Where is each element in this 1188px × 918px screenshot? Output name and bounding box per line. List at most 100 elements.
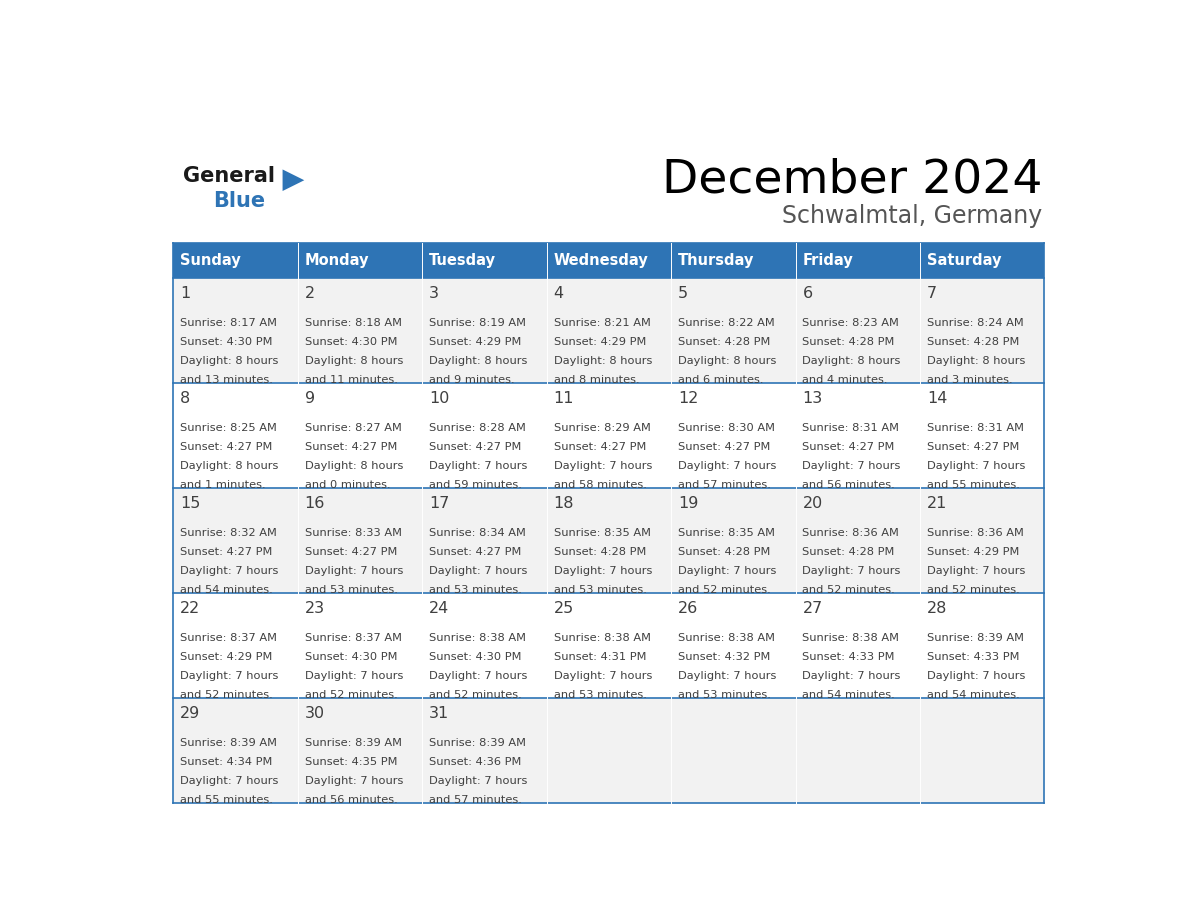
Text: Sunset: 4:29 PM: Sunset: 4:29 PM: [181, 652, 273, 662]
Bar: [796, 278, 920, 383]
Text: Sunrise: 8:32 AM: Sunrise: 8:32 AM: [181, 528, 277, 538]
Text: 24: 24: [429, 600, 449, 616]
Text: Sunrise: 8:39 AM: Sunrise: 8:39 AM: [429, 738, 526, 748]
Bar: [546, 698, 671, 803]
Text: 5: 5: [678, 285, 688, 301]
Text: Daylight: 7 hours: Daylight: 7 hours: [678, 461, 777, 471]
Text: and 53 minutes.: and 53 minutes.: [678, 689, 771, 700]
Text: and 1 minutes.: and 1 minutes.: [181, 480, 266, 489]
Text: Daylight: 7 hours: Daylight: 7 hours: [554, 565, 652, 576]
Text: 10: 10: [429, 391, 449, 406]
Text: 29: 29: [181, 706, 201, 721]
Text: Schwalmtal, Germany: Schwalmtal, Germany: [782, 204, 1042, 228]
Text: 1: 1: [181, 285, 190, 301]
Text: Sunrise: 8:25 AM: Sunrise: 8:25 AM: [181, 423, 277, 433]
Text: Sunset: 4:28 PM: Sunset: 4:28 PM: [802, 547, 895, 557]
Bar: [298, 698, 422, 803]
Text: Sunset: 4:28 PM: Sunset: 4:28 PM: [678, 547, 771, 557]
Bar: [173, 242, 298, 278]
Bar: [671, 242, 796, 278]
Text: Daylight: 7 hours: Daylight: 7 hours: [304, 776, 403, 786]
Text: and 0 minutes.: and 0 minutes.: [304, 480, 391, 489]
Bar: [920, 383, 1044, 488]
Text: 30: 30: [304, 706, 324, 721]
Text: Sunset: 4:33 PM: Sunset: 4:33 PM: [927, 652, 1019, 662]
Text: Daylight: 8 hours: Daylight: 8 hours: [304, 461, 403, 471]
Text: Daylight: 7 hours: Daylight: 7 hours: [181, 565, 279, 576]
Text: Saturday: Saturday: [927, 252, 1001, 268]
Text: Daylight: 7 hours: Daylight: 7 hours: [802, 671, 901, 681]
Text: Daylight: 8 hours: Daylight: 8 hours: [181, 356, 279, 365]
Text: Sunrise: 8:34 AM: Sunrise: 8:34 AM: [429, 528, 526, 538]
Text: 26: 26: [678, 600, 699, 616]
Text: 23: 23: [304, 600, 324, 616]
Bar: [298, 383, 422, 488]
Text: Sunset: 4:29 PM: Sunset: 4:29 PM: [554, 337, 646, 347]
Bar: [920, 488, 1044, 593]
Text: Sunset: 4:27 PM: Sunset: 4:27 PM: [802, 442, 895, 452]
Text: and 54 minutes.: and 54 minutes.: [927, 689, 1019, 700]
Text: 20: 20: [802, 496, 823, 510]
Text: and 3 minutes.: and 3 minutes.: [927, 375, 1012, 385]
Text: Sunset: 4:28 PM: Sunset: 4:28 PM: [802, 337, 895, 347]
Text: Sunset: 4:27 PM: Sunset: 4:27 PM: [181, 442, 273, 452]
Text: and 52 minutes.: and 52 minutes.: [304, 689, 398, 700]
Text: 16: 16: [304, 496, 326, 510]
Text: Sunrise: 8:38 AM: Sunrise: 8:38 AM: [802, 633, 899, 644]
Text: Sunrise: 8:22 AM: Sunrise: 8:22 AM: [678, 318, 775, 328]
Text: Daylight: 8 hours: Daylight: 8 hours: [429, 356, 527, 365]
Text: Daylight: 8 hours: Daylight: 8 hours: [802, 356, 901, 365]
Bar: [546, 488, 671, 593]
Text: Sunset: 4:36 PM: Sunset: 4:36 PM: [429, 757, 522, 767]
Text: Sunrise: 8:21 AM: Sunrise: 8:21 AM: [554, 318, 651, 328]
Text: and 52 minutes.: and 52 minutes.: [181, 689, 273, 700]
Text: Sunset: 4:33 PM: Sunset: 4:33 PM: [802, 652, 895, 662]
Bar: [173, 593, 298, 698]
Text: and 53 minutes.: and 53 minutes.: [304, 585, 398, 595]
Text: Sunrise: 8:24 AM: Sunrise: 8:24 AM: [927, 318, 1024, 328]
Text: 25: 25: [554, 600, 574, 616]
Text: Daylight: 7 hours: Daylight: 7 hours: [554, 461, 652, 471]
Text: and 8 minutes.: and 8 minutes.: [554, 375, 639, 385]
Text: 14: 14: [927, 391, 947, 406]
Bar: [796, 383, 920, 488]
Text: Friday: Friday: [802, 252, 853, 268]
Text: and 56 minutes.: and 56 minutes.: [802, 480, 896, 489]
Text: Sunrise: 8:35 AM: Sunrise: 8:35 AM: [554, 528, 651, 538]
Text: Daylight: 8 hours: Daylight: 8 hours: [678, 356, 777, 365]
Text: and 4 minutes.: and 4 minutes.: [802, 375, 887, 385]
Text: Daylight: 7 hours: Daylight: 7 hours: [927, 671, 1025, 681]
Text: Sunrise: 8:37 AM: Sunrise: 8:37 AM: [181, 633, 277, 644]
Text: Daylight: 8 hours: Daylight: 8 hours: [554, 356, 652, 365]
Bar: [173, 383, 298, 488]
Text: Daylight: 7 hours: Daylight: 7 hours: [927, 461, 1025, 471]
Text: General: General: [183, 165, 276, 185]
Text: and 11 minutes.: and 11 minutes.: [304, 375, 398, 385]
Text: Sunset: 4:27 PM: Sunset: 4:27 PM: [678, 442, 771, 452]
Text: 7: 7: [927, 285, 937, 301]
Text: 9: 9: [304, 391, 315, 406]
Text: 11: 11: [554, 391, 574, 406]
Bar: [796, 488, 920, 593]
Text: Daylight: 8 hours: Daylight: 8 hours: [181, 461, 279, 471]
Text: Sunrise: 8:38 AM: Sunrise: 8:38 AM: [554, 633, 651, 644]
Text: Sunrise: 8:36 AM: Sunrise: 8:36 AM: [927, 528, 1024, 538]
Text: Daylight: 7 hours: Daylight: 7 hours: [554, 671, 652, 681]
Text: 17: 17: [429, 496, 449, 510]
Text: Sunrise: 8:33 AM: Sunrise: 8:33 AM: [304, 528, 402, 538]
Text: Sunrise: 8:35 AM: Sunrise: 8:35 AM: [678, 528, 775, 538]
Text: and 55 minutes.: and 55 minutes.: [181, 795, 273, 805]
Text: Sunrise: 8:18 AM: Sunrise: 8:18 AM: [304, 318, 402, 328]
Text: Daylight: 7 hours: Daylight: 7 hours: [304, 671, 403, 681]
Text: 13: 13: [802, 391, 823, 406]
Text: Thursday: Thursday: [678, 252, 754, 268]
Text: and 52 minutes.: and 52 minutes.: [802, 585, 896, 595]
Text: Daylight: 7 hours: Daylight: 7 hours: [429, 671, 527, 681]
Bar: [422, 488, 546, 593]
Bar: [422, 593, 546, 698]
Text: and 58 minutes.: and 58 minutes.: [554, 480, 646, 489]
Text: Sunset: 4:28 PM: Sunset: 4:28 PM: [927, 337, 1019, 347]
Text: and 53 minutes.: and 53 minutes.: [429, 585, 522, 595]
Text: Sunset: 4:27 PM: Sunset: 4:27 PM: [554, 442, 646, 452]
Text: 18: 18: [554, 496, 574, 510]
